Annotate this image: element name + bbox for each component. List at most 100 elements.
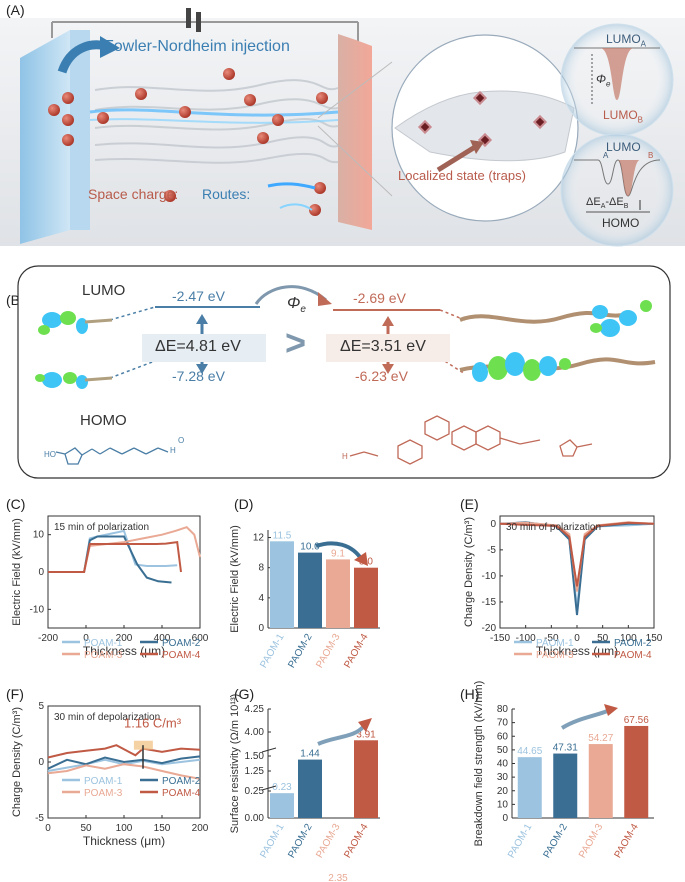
bar-D-2 <box>298 552 322 628</box>
y-tick-label-H: 50 <box>497 745 509 756</box>
b-greater-than: > <box>285 322 307 363</box>
series-line-C-4 <box>48 540 182 573</box>
lumo-a-label: LUMOA <box>606 32 647 49</box>
bar-category-G-4: PAOM-4 <box>342 822 371 860</box>
y-tick-label-G: 0.25 <box>245 786 265 797</box>
bar-category-G-2: PAOM-2 <box>286 822 315 860</box>
axis-break-G <box>261 785 277 791</box>
x-tick-label-C: 200 <box>116 633 133 644</box>
y-tick-label-H: 0 <box>502 813 508 824</box>
y-tick-label-D: 4 <box>258 593 264 604</box>
bar-category-H-2: PAOM-2 <box>542 822 571 860</box>
annotation-F: 30 min of depolarization <box>54 712 160 723</box>
y-tick-label-G: 0.00 <box>245 813 265 824</box>
bar-category-G-1: PAOM-1 <box>258 822 287 860</box>
bar-D-3 <box>326 559 350 628</box>
bar-D-1 <box>270 541 294 628</box>
space-charge-label: Space charge: <box>88 186 179 202</box>
bar-value-D-3: 9.1 <box>331 548 345 559</box>
legend-label-F: POAM-2 <box>162 776 201 787</box>
y-tick-label-H: 70 <box>497 718 509 729</box>
y-tick-label-G: 1.25 <box>245 766 265 777</box>
bar-value-G-4: 3.91 <box>356 729 376 740</box>
bar-category-D-4: PAOM-4 <box>342 632 371 670</box>
y-tick-label-D: 8 <box>258 563 264 574</box>
trend-arrow-head-G <box>358 718 372 732</box>
y-tick-label-E: -5 <box>487 545 496 556</box>
callout-box-F <box>133 740 153 750</box>
b-left-lumo-value: -2.47 eV <box>172 288 225 304</box>
trend-arrow-G <box>317 724 366 746</box>
x-tick-label-E: 100 <box>620 633 637 644</box>
x-tick-label-F: 0 <box>45 823 51 834</box>
y-tick-label-F: 5 <box>38 701 44 712</box>
series-line-F-4 <box>47 744 201 759</box>
bar-value-G-2: 1.44 <box>300 749 320 760</box>
bar-category-H-1: PAOM-1 <box>506 822 535 860</box>
y-axis-label-D: Electric Field (kV/mm) <box>229 525 241 633</box>
legend-label-F: POAM-4 <box>162 788 201 799</box>
y-tick-label-F: -5 <box>35 813 44 824</box>
bar-G-1 <box>270 793 294 818</box>
x-tick-label-C: -200 <box>38 633 58 644</box>
bar-H-1 <box>517 757 542 818</box>
y-tick-label-G: 4.00 <box>245 727 265 738</box>
legend-label-E: PAOM-1 <box>536 638 574 649</box>
bar-category-G-3: PAOM-3 <box>314 822 343 860</box>
callout-value-F: 1.16 C/m³ <box>124 715 182 730</box>
bar-category-D-3: PAOM-3 <box>314 632 343 670</box>
bar-H-3 <box>588 744 613 818</box>
bar-value-G-1: 0.23 <box>272 782 292 793</box>
x-axis-label-F: Thickness (μm) <box>83 834 165 848</box>
localized-state-label: Localized state (traps) <box>398 168 526 183</box>
b-right-gap-value: ΔE=3.51 eV <box>340 338 426 355</box>
x-tick-label-F: 50 <box>80 823 92 834</box>
legend-label-F: POAM-3 <box>84 788 123 799</box>
bar-value-D-1: 11.5 <box>273 530 292 541</box>
level-b-label: B <box>648 151 654 160</box>
fn-injection-label: Fowler-Nordheim injection <box>104 38 290 55</box>
y-tick-label-H: 80 <box>497 704 509 715</box>
y-tick-label-E: 0 <box>490 519 496 530</box>
b-phi-e: Φe <box>287 295 306 316</box>
y-tick-label-G: 1.50 <box>245 751 265 762</box>
bar-category-H-3: PAOM-3 <box>577 822 606 860</box>
x-tick-label-C: 0 <box>83 633 89 644</box>
y-tick-label-H: 10 <box>497 799 509 810</box>
y-tick-label-E: -10 <box>482 571 497 582</box>
y-tick-label-E: -20 <box>482 623 497 634</box>
phi-e-label: Φe <box>596 72 611 89</box>
b-homo-label: HOMO <box>80 412 127 429</box>
annotation-C: 15 min of polarization <box>54 522 149 533</box>
y-axis-label-F: Charge Density (C/m³) <box>11 707 23 817</box>
y-tick-label-H: 60 <box>497 731 509 742</box>
bar-value-G-3: 2.35 <box>328 873 348 882</box>
level-a-label: A <box>603 151 609 160</box>
b-left-homo-value: -7.28 eV <box>172 368 225 384</box>
delta-e-label: ΔEA-ΔEB <box>586 196 629 211</box>
bar-value-H-3: 54.27 <box>588 733 613 744</box>
trend-arrow-head-D <box>354 552 368 566</box>
y-axis-label-G: Surface resistivity (Ω/m 10¹³) <box>229 694 241 834</box>
x-tick-label-E: 150 <box>646 633 663 644</box>
bar-category-D-1: PAOM-1 <box>258 632 287 670</box>
y-tick-label-E: -15 <box>482 597 497 608</box>
bar-value-D-2: 10.0 <box>300 542 320 553</box>
bar-D-4 <box>354 567 378 628</box>
bar-H-2 <box>553 753 578 818</box>
y-tick-label-H: 20 <box>497 786 509 797</box>
panel-label-e: (E) <box>460 496 479 512</box>
bar-category-H-4: PAOM-4 <box>613 822 642 860</box>
b-right-homo-value: -6.23 eV <box>355 368 408 384</box>
y-axis-label-E: Charge Density (C/m³) <box>463 517 475 627</box>
legend-label-C: POAM-4 <box>162 650 201 661</box>
b-atom-h-right: H <box>342 452 348 461</box>
routes-label: Routes: <box>202 186 251 202</box>
legend-label-C: POAM-2 <box>162 638 201 649</box>
legend-label-E: PAOM-3 <box>536 650 574 661</box>
lumo-b-label: LUMOB <box>603 108 644 125</box>
x-tick-label-E: -150 <box>490 633 510 644</box>
y-tick-label-C: 0 <box>38 567 44 578</box>
series-line-E-4 <box>499 521 655 587</box>
